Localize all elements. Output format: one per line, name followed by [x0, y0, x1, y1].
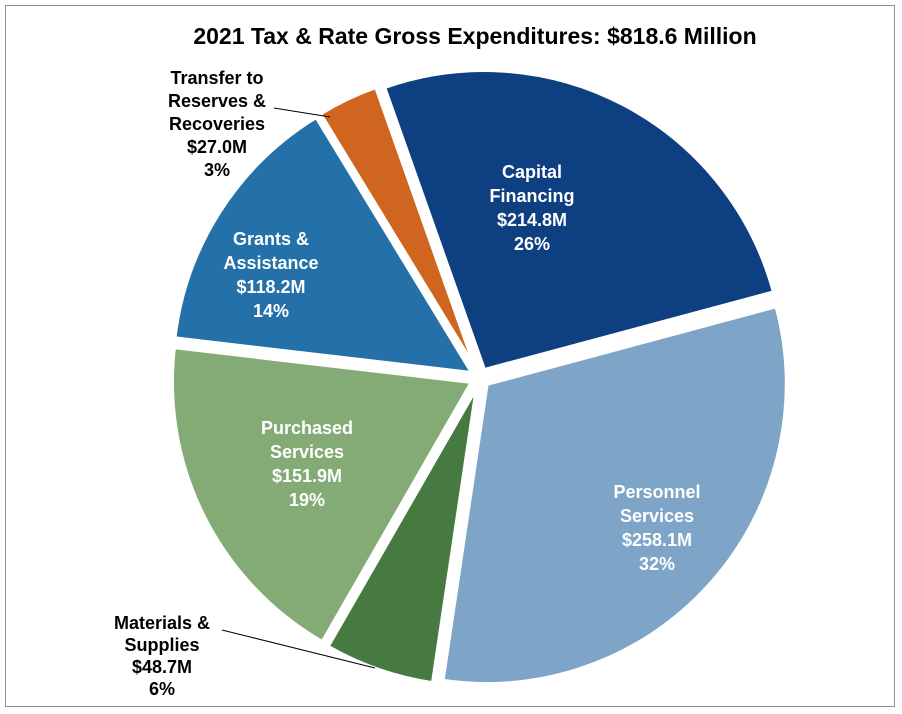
label-grants-assistance-amount: $118.2M	[236, 277, 305, 297]
label-grants-assistance-name: Assistance	[223, 253, 318, 273]
label-transfer-reserves-name: Recoveries	[169, 114, 265, 134]
label-capital-financing-name: Financing	[490, 186, 575, 206]
label-purchased-services-name: Purchased	[261, 418, 353, 438]
label-personnel-services-name: Services	[620, 506, 694, 526]
label-grants-assistance-percent: 14%	[253, 301, 289, 321]
pie-slices	[170, 68, 789, 686]
label-purchased-services-percent: 19%	[289, 490, 325, 510]
label-materials-supplies-name: Materials &	[114, 613, 210, 633]
slice-materials-supplies	[325, 384, 480, 686]
chart-title: 2021 Tax & Rate Gross Expenditures: $818…	[193, 23, 756, 49]
label-materials-supplies-percent: 6%	[149, 679, 175, 699]
label-purchased-services: Purchased Services $151.9M 19%	[261, 418, 353, 510]
label-capital-financing-percent: 26%	[514, 234, 550, 254]
slice-transfer-reserves	[318, 85, 479, 372]
label-transfer-reserves-name: Transfer to	[170, 68, 263, 88]
label-transfer-reserves: Transfer to Reserves & Recoveries $27.0M 3%	[168, 68, 266, 180]
label-transfer-reserves-name: Reserves &	[168, 91, 266, 111]
label-purchased-services-name: Services	[270, 442, 344, 462]
leader-lines	[221, 107, 376, 669]
label-capital-financing: Capital Financing $214.8M 26%	[490, 162, 575, 254]
label-purchased-services-amount: $151.9M	[272, 466, 342, 486]
slice-grants-assistance	[172, 114, 475, 376]
label-personnel-services-name: Personnel	[613, 482, 700, 502]
slice-personnel-services	[440, 304, 789, 686]
slice-capital-financing	[382, 68, 776, 373]
label-grants-assistance: Grants & Assistance $118.2M 14%	[223, 229, 318, 321]
label-personnel-services: Personnel Services $258.1M 32%	[613, 482, 700, 574]
label-transfer-reserves-amount: $27.0M	[187, 137, 247, 157]
slice-labels: Capital Financing $214.8M 26% Personnel Servi…	[114, 68, 701, 699]
label-capital-financing-amount: $214.8M	[497, 210, 567, 230]
label-capital-financing-name: Capital	[502, 162, 562, 182]
label-personnel-services-percent: 32%	[639, 554, 675, 574]
label-grants-assistance-name: Grants &	[233, 229, 309, 249]
label-materials-supplies-name: Supplies	[124, 635, 199, 655]
slice-purchased-services	[170, 345, 474, 645]
label-transfer-reserves-percent: 3%	[204, 160, 230, 180]
label-materials-supplies-amount: $48.7M	[132, 657, 192, 677]
leader-transfer-reserves	[273, 107, 331, 118]
leader-materials-supplies	[221, 629, 376, 669]
label-personnel-services-amount: $258.1M	[622, 530, 692, 550]
label-materials-supplies: Materials & Supplies $48.7M 6%	[114, 613, 210, 699]
